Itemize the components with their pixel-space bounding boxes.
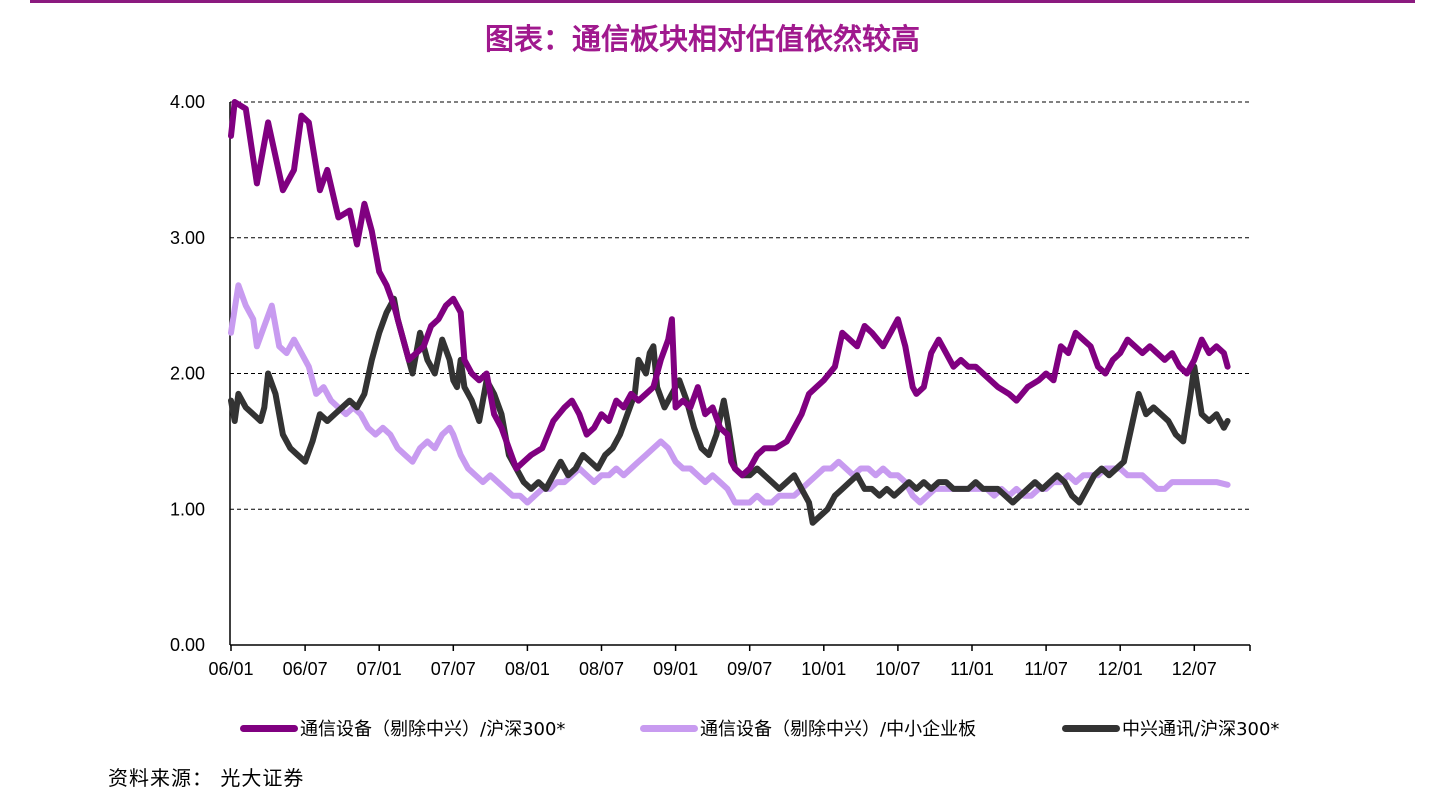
legend-item-series-2: 通信设备（剔除中兴）/中小企业板 (640, 712, 976, 744)
x-tick-label-13: 12/07 (1172, 659, 1217, 679)
legend: 通信设备（剔除中兴）/沪深300* 通信设备（剔除中兴）/中小企业板 中兴通讯/… (0, 712, 1440, 744)
x-tick-label-1: 06/07 (283, 659, 328, 679)
x-tick-label-5: 08/07 (579, 659, 624, 679)
y-tick-label-0: 0.00 (170, 635, 205, 655)
gridlines (230, 101, 1250, 510)
legend-swatch-series-1 (240, 724, 298, 732)
y-tick-label-2: 2.00 (170, 364, 205, 384)
x-tick-label-10: 11/01 (950, 659, 994, 679)
x-tick-label-8: 10/01 (801, 659, 846, 679)
y-tick-labels: 0.00 1.00 2.00 3.00 4.00 (170, 92, 205, 655)
series-line-1 (228, 99, 1231, 479)
y-tick-label-1: 1.00 (170, 499, 205, 519)
source-note: 资料来源： 光大证券 (108, 766, 305, 790)
y-tick-label-4: 4.00 (170, 92, 205, 112)
chart-title: 图表：通信板块相对估值依然较高 (484, 22, 920, 56)
legend-swatch-series-2 (640, 724, 698, 732)
legend-item-series-3: 中兴通讯/沪深300* (1062, 712, 1279, 744)
x-tick-label-11: 11/07 (1024, 659, 1068, 679)
y-tick-label-3: 3.00 (170, 228, 205, 248)
legend-swatch-series-3 (1062, 724, 1120, 732)
x-tick-label-2: 07/01 (357, 659, 402, 679)
legend-label-series-2: 通信设备（剔除中兴）/中小企业板 (700, 719, 977, 740)
series-line-2 (228, 282, 1231, 506)
x-tick-label-9: 10/07 (875, 659, 920, 679)
x-tick-label-3: 07/07 (431, 659, 476, 679)
x-tick-labels: 06/01 06/07 07/01 07/07 08/01 08/07 09/01 09/07… (208, 659, 1216, 679)
legend-item-series-1: 通信设备（剔除中兴）/沪深300* (240, 712, 565, 744)
series-lines (228, 99, 1231, 526)
x-tick-label-12: 12/01 (1098, 659, 1143, 679)
axes (229, 102, 1251, 651)
x-tick-label-6: 09/01 (653, 659, 698, 679)
legend-label-series-3: 中兴通讯/沪深300* (1122, 719, 1280, 740)
legend-label-series-1: 通信设备（剔除中兴）/沪深300* (300, 719, 566, 740)
x-tick-label-4: 08/01 (505, 659, 550, 679)
top-rule (30, 0, 1415, 3)
x-tick-label-7: 09/07 (727, 659, 772, 679)
x-tick-label-0: 06/01 (208, 659, 253, 679)
